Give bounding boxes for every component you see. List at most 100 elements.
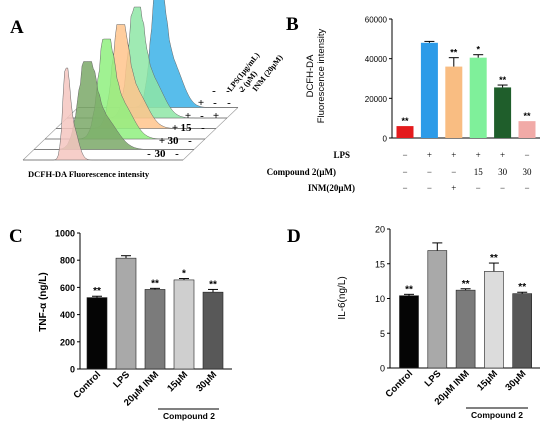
flow-table-cell: - — [200, 110, 204, 122]
c-category-label: LPS — [111, 369, 132, 390]
flow-table-cell: + — [159, 135, 165, 147]
bar — [455, 289, 476, 369]
panel-label-c: C — [9, 226, 23, 247]
y-tick-label: 20 — [375, 225, 385, 235]
y-tick-label: 60000 — [365, 16, 388, 25]
y-tick-label: 0 — [380, 364, 385, 374]
b-condition-cell: + — [451, 150, 456, 160]
d-group-label: Compound 2 — [471, 410, 523, 420]
bar — [144, 289, 166, 370]
flow-table-cell: - — [240, 85, 244, 97]
flow-depth-labels: LPS(1μg/mL) 2 (μM) INM (20μM) — [225, 51, 284, 94]
c-category-label: Control — [71, 369, 103, 401]
flow-table-cell: - — [213, 97, 217, 109]
bar — [484, 271, 504, 369]
b-axes: 0 20000 40000 60000 — [365, 16, 540, 144]
bar — [445, 66, 463, 138]
flow-table-cell: 30 — [155, 148, 167, 160]
b-condition-label: Compound 2(μM) — [267, 167, 336, 177]
flow-histogram-curves — [23, 0, 238, 161]
significance-marker: * — [182, 269, 186, 280]
d-category-label: 15μM — [475, 368, 500, 393]
bar — [86, 297, 108, 370]
b-condition-cell: − — [427, 183, 432, 193]
y-tick-label: 10 — [375, 294, 385, 304]
flow-table-cell: + — [185, 110, 191, 122]
b-condition-cell: + — [451, 183, 456, 193]
panel-label-b: B — [286, 14, 299, 35]
flow-curve-1 — [23, 67, 183, 161]
b-condition-cell: − — [524, 150, 529, 160]
bar — [494, 87, 512, 138]
b-condition-cell: − — [402, 150, 407, 160]
y-tick-label: 400 — [60, 310, 75, 320]
b-condition-cell: − — [402, 183, 407, 193]
significance-marker: ** — [518, 282, 526, 293]
significance-marker: ** — [490, 253, 498, 264]
significance-marker: ** — [209, 279, 217, 290]
b-condition-cell: + — [500, 150, 505, 160]
flow-table-cell: - — [227, 97, 231, 109]
bar — [399, 295, 419, 369]
bar — [512, 293, 533, 369]
significance-marker: ** — [450, 48, 458, 58]
panel-label-a: A — [10, 17, 24, 38]
flow-table-cell: 15 — [181, 122, 193, 134]
flow-table-cell: - — [212, 85, 216, 97]
bar — [420, 42, 438, 138]
flow-table-cell: - — [188, 135, 192, 147]
flow-table-cell: + — [213, 110, 219, 122]
bar — [173, 279, 195, 370]
d-category-label: Control — [383, 368, 415, 400]
flow-histogram-panel: LPS(1μg/mL) 2 (μM) INM (20μM) - - -+ - -+ - ++… — [22, 0, 285, 179]
flow-table-cell: + — [172, 122, 178, 134]
bar — [427, 250, 448, 369]
b-condition-cell: 30 — [523, 167, 533, 177]
bar — [469, 57, 487, 138]
flow-table-cell: - — [147, 148, 151, 160]
b-condition-cell: + — [427, 150, 432, 160]
y-tick-label: 200 — [60, 337, 75, 347]
b-condition-label: INM(20μM) — [308, 183, 355, 193]
significance-marker: * — [476, 45, 480, 55]
b-y-axis-label-line1: DCFH-DA — [305, 54, 316, 97]
flow-table-cell: - — [226, 85, 230, 97]
b-condition-cell: − — [402, 167, 407, 177]
flow-x-axis-label: DCFH-DA Fluorescence intensity — [28, 169, 150, 179]
b-condition-cell: − — [524, 183, 529, 193]
c-group-label: Compound 2 — [163, 411, 215, 421]
bar — [396, 126, 414, 138]
b-y-axis-label-line2: Fluorescence intensity — [316, 28, 327, 123]
y-tick-label: 0 — [383, 135, 388, 144]
b-condition-cell: − — [500, 183, 505, 193]
significance-marker: ** — [523, 111, 531, 121]
b-condition-cell: 15 — [474, 167, 484, 177]
bar — [202, 291, 224, 370]
significance-marker: ** — [499, 75, 507, 85]
b-condition-cell: 30 — [498, 167, 508, 177]
d-y-axis-label: IL-6(ng/L) — [337, 276, 348, 319]
y-tick-label: 15 — [375, 259, 385, 269]
d-category-label: LPS — [423, 368, 444, 389]
significance-marker: ** — [93, 286, 101, 297]
b-condition-cell: − — [427, 167, 432, 177]
flow-table-cell: 30 — [168, 135, 180, 147]
y-tick-label: 40000 — [365, 55, 388, 64]
y-tick-label: 800 — [60, 256, 75, 266]
flow-table-cell: + — [198, 97, 204, 109]
significance-marker: ** — [151, 278, 159, 289]
ros-bar-chart: DCFH-DA Fluorescence intensity 0 20000 400… — [267, 16, 540, 193]
b-condition-cell: − — [451, 167, 456, 177]
significance-marker: ** — [405, 284, 413, 295]
y-tick-label: 0 — [70, 365, 75, 375]
b-condition-table: LPS − + + + + − Compound 2(μM) − − − 15 30 30 INM(20μM… — [267, 150, 532, 193]
panel-label-d: D — [287, 226, 301, 247]
floor-edge — [182, 107, 239, 161]
bar — [115, 257, 137, 370]
significance-marker: ** — [401, 116, 409, 126]
b-condition-cell: + — [476, 150, 481, 160]
y-tick-label: 600 — [60, 283, 75, 293]
